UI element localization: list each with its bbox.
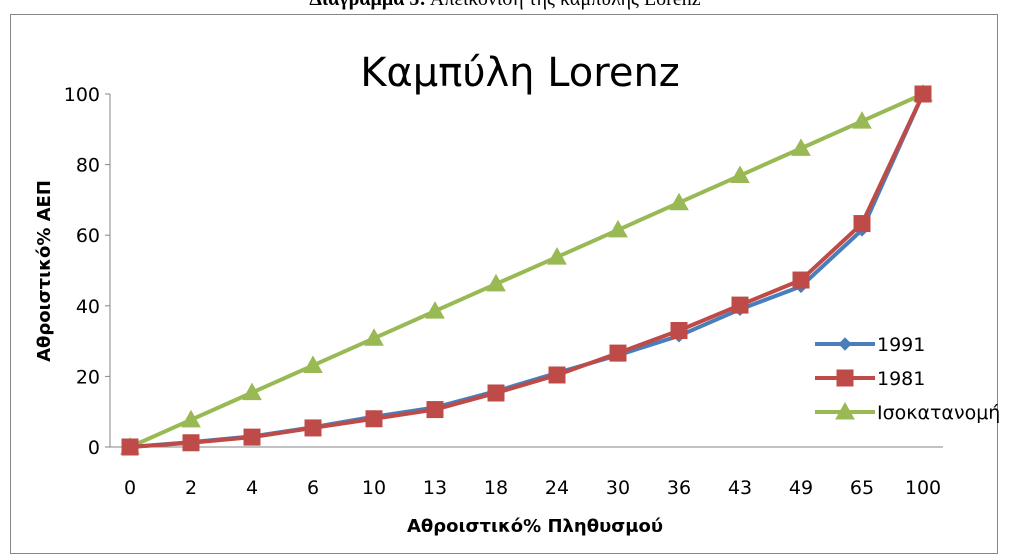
x-tick-label: 0 [124,477,136,499]
data-point [486,273,506,292]
legend-marker [835,401,855,420]
data-point [731,296,749,314]
x-tick-label: 36 [667,477,691,499]
figure-caption: Διάγραμμα 5: Απεικόνιση της καμπύλης Lor… [0,0,1010,11]
x-axis-label: Αθροιστικό% Πληθυσμού [407,516,663,536]
data-point [852,111,872,129]
x-tick-label: 65 [850,477,874,499]
data-point [426,401,444,419]
series-line [129,92,924,449]
legend-item: 1991 [815,334,925,356]
figure-caption-number: Διάγραμμα 5: [309,0,426,10]
data-point [669,192,689,211]
x-tick-label: 18 [484,477,508,499]
y-tick-label: 100 [64,84,100,106]
data-point [304,419,322,437]
data-point [792,271,810,289]
y-tick-label: 40 [76,296,100,318]
x-tick-label: 24 [545,477,569,499]
figure-caption-text: Απεικόνιση της καμπύλης Lorenz [430,0,701,10]
data-point [791,138,811,156]
series-line [129,93,925,449]
data-point [181,409,201,428]
data-point [547,247,567,265]
legend: 1991 1981 Ισοκατανομή [815,334,1000,424]
data-point [487,384,505,402]
data-point [242,382,262,401]
data-point [730,165,750,184]
data-point [365,410,383,428]
x-tick-label: 13 [423,477,447,499]
data-point [303,355,323,373]
legend-label: Ισοκατανομή [877,402,1000,424]
legend-label: 1991 [877,334,925,356]
x-tick-label: 100 [905,477,941,499]
data-point [609,344,627,362]
y-tick-label: 80 [76,155,100,177]
x-tick-label: 6 [307,477,319,499]
data-point [182,434,200,452]
series-1981 [121,85,932,456]
x-tick-label: 49 [789,477,813,499]
x-tick-label: 10 [362,477,386,499]
legend-label: 1981 [877,368,925,390]
chart-frame [10,14,998,554]
data-point [425,301,445,319]
y-axis-label: Αθροιστικό% ΑΕΠ [34,180,55,362]
data-point [608,219,628,238]
y-tick-label: 20 [76,366,100,388]
data-point [548,366,566,384]
data-point [670,322,688,340]
legend-marker [836,369,854,387]
data-point [364,328,384,346]
x-tick-label: 30 [606,477,630,499]
series-layer [120,83,933,456]
x-tick-label: 43 [728,477,752,499]
y-tick-label: 0 [88,437,100,459]
legend-marker [838,337,852,351]
data-point [853,215,871,233]
data-point [121,438,139,456]
y-tick-label: 60 [76,225,100,247]
data-point [243,428,261,446]
data-point [914,85,932,103]
x-tick-label: 4 [246,477,258,499]
chart-title: Καμπύλη Lorenz [360,50,680,96]
x-tick-label: 2 [185,477,197,499]
legend-item: 1981 [815,368,925,390]
legend-item: Ισοκατανομή [815,401,1000,424]
